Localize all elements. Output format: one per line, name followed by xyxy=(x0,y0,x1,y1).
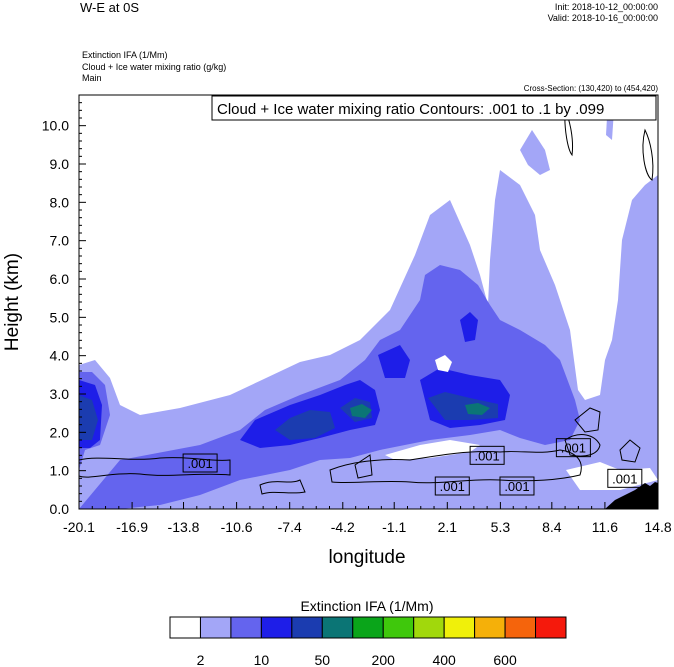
contour-legend-text: Cloud + Ice water mixing ratio Contours:… xyxy=(217,101,604,118)
contour-label: .001 xyxy=(612,471,637,486)
valid-time: Valid: 2018-10-16_00:00:00 xyxy=(547,13,658,23)
contour-label-box xyxy=(434,476,470,496)
colorbar-label: 10 xyxy=(254,652,270,667)
x-tick-label: 11.6 xyxy=(592,519,618,535)
y-tick-label: 1.0 xyxy=(50,463,70,479)
x-tick-label: -4.2 xyxy=(331,519,355,535)
colorbar-title: Extinction IFA (1/Mm) xyxy=(300,598,433,614)
contour-label-box xyxy=(499,476,535,496)
y-tick-label: 2.0 xyxy=(50,424,70,440)
x-axis-label: longitude xyxy=(328,547,405,568)
x-tick-label: 5.3 xyxy=(491,519,511,535)
colorbar-swatch xyxy=(199,616,232,639)
field-name-main: Main xyxy=(82,73,102,83)
extinction-level-mid xyxy=(79,265,580,509)
colorbar-swatch xyxy=(474,616,506,639)
contour-label-box xyxy=(555,438,591,458)
colorbar-label: 400 xyxy=(432,652,456,667)
x-tick-label: -10.6 xyxy=(221,519,253,535)
x-tick-label: 2.1 xyxy=(438,519,458,535)
y-tick-label: 7.0 xyxy=(50,233,70,249)
colorbar-label: 50 xyxy=(315,652,331,667)
y-tick-label: 8.0 xyxy=(50,194,70,210)
colorbar-label: 2 xyxy=(197,652,205,667)
contour-label: .001 xyxy=(440,479,465,494)
contour-label: .001 xyxy=(504,479,529,494)
contour-label: .001 xyxy=(187,456,212,471)
extinction-level-dark xyxy=(79,392,498,440)
cross-section-label: Cross-Section: (130,420) to (454,420) xyxy=(523,84,658,93)
plot-title: W-E at 0S xyxy=(80,0,140,15)
y-tick-label: 9.0 xyxy=(50,156,70,172)
mixing-ratio-contours xyxy=(79,108,654,495)
init-time: Init: 2018-10-12_00:00:00 xyxy=(554,2,658,12)
clear-air-gap xyxy=(385,355,658,490)
x-tick-label: -16.9 xyxy=(116,519,148,535)
x-tick-label: 14.8 xyxy=(644,519,671,535)
x-tick-label: -1.1 xyxy=(382,519,406,535)
field-name-extinction: Extinction IFA (1/Mm) xyxy=(82,50,168,60)
y-axis-label: Height (km) xyxy=(2,253,23,351)
colorbar-swatch xyxy=(443,616,476,639)
terrain xyxy=(605,482,658,509)
extinction-level-light-upper xyxy=(520,130,550,175)
y-tick-label: 4.0 xyxy=(50,348,70,364)
extinction-field xyxy=(79,100,658,509)
contour-label-box xyxy=(607,468,643,488)
colorbar-swatch xyxy=(169,616,201,639)
contour-label-box xyxy=(182,453,218,473)
y-tick-label: 3.0 xyxy=(50,386,70,402)
colorbar-label: 600 xyxy=(493,652,517,667)
contour-label-box xyxy=(469,445,505,465)
y-tick-label: 5.0 xyxy=(50,309,70,325)
x-axis: -20.1 -16.9 -13.8 -10.6 -7.4 -4.2 -1.1 2.1 5.3 8.… xyxy=(63,502,672,535)
colorbar-swatch xyxy=(321,616,354,639)
x-tick-label: 8.4 xyxy=(542,519,562,535)
colorbar-swatch xyxy=(260,616,293,639)
colorbar-swatch xyxy=(382,616,415,639)
extinction-level-teal xyxy=(350,403,490,418)
colorbar-swatch xyxy=(413,616,445,639)
contour-legend-box xyxy=(211,95,657,121)
x-tick-label: -7.4 xyxy=(278,519,302,535)
y-axis: 0.0 1.0 2.0 3.0 4.0 5.0 6.0 7.0 8.0 9.0 10.0 xyxy=(42,94,86,517)
colorbar-swatch xyxy=(535,616,567,639)
colorbar-label: 200 xyxy=(372,652,396,667)
contour-label: .001 xyxy=(561,441,586,456)
colorbar: 2 10 50 200 400 600 xyxy=(169,616,567,667)
colorbar-swatch xyxy=(352,616,384,639)
contour-labels: .001 .001 .001 .001 .001 .001 xyxy=(182,438,643,496)
contour-label: .001 xyxy=(474,448,499,463)
y-tick-label: 6.0 xyxy=(50,271,70,287)
field-name-mixing-ratio: Cloud + Ice water mixing ratio (g/kg) xyxy=(82,62,227,72)
x-tick-label: -20.1 xyxy=(63,519,95,535)
colorbar-swatch xyxy=(230,616,262,639)
x-tick-label: -13.8 xyxy=(168,519,200,535)
y-tick-label: 10.0 xyxy=(42,118,69,134)
colorbar-swatch xyxy=(291,616,323,639)
y-tick-label: 0.0 xyxy=(50,501,70,517)
colorbar-swatch xyxy=(504,616,537,639)
